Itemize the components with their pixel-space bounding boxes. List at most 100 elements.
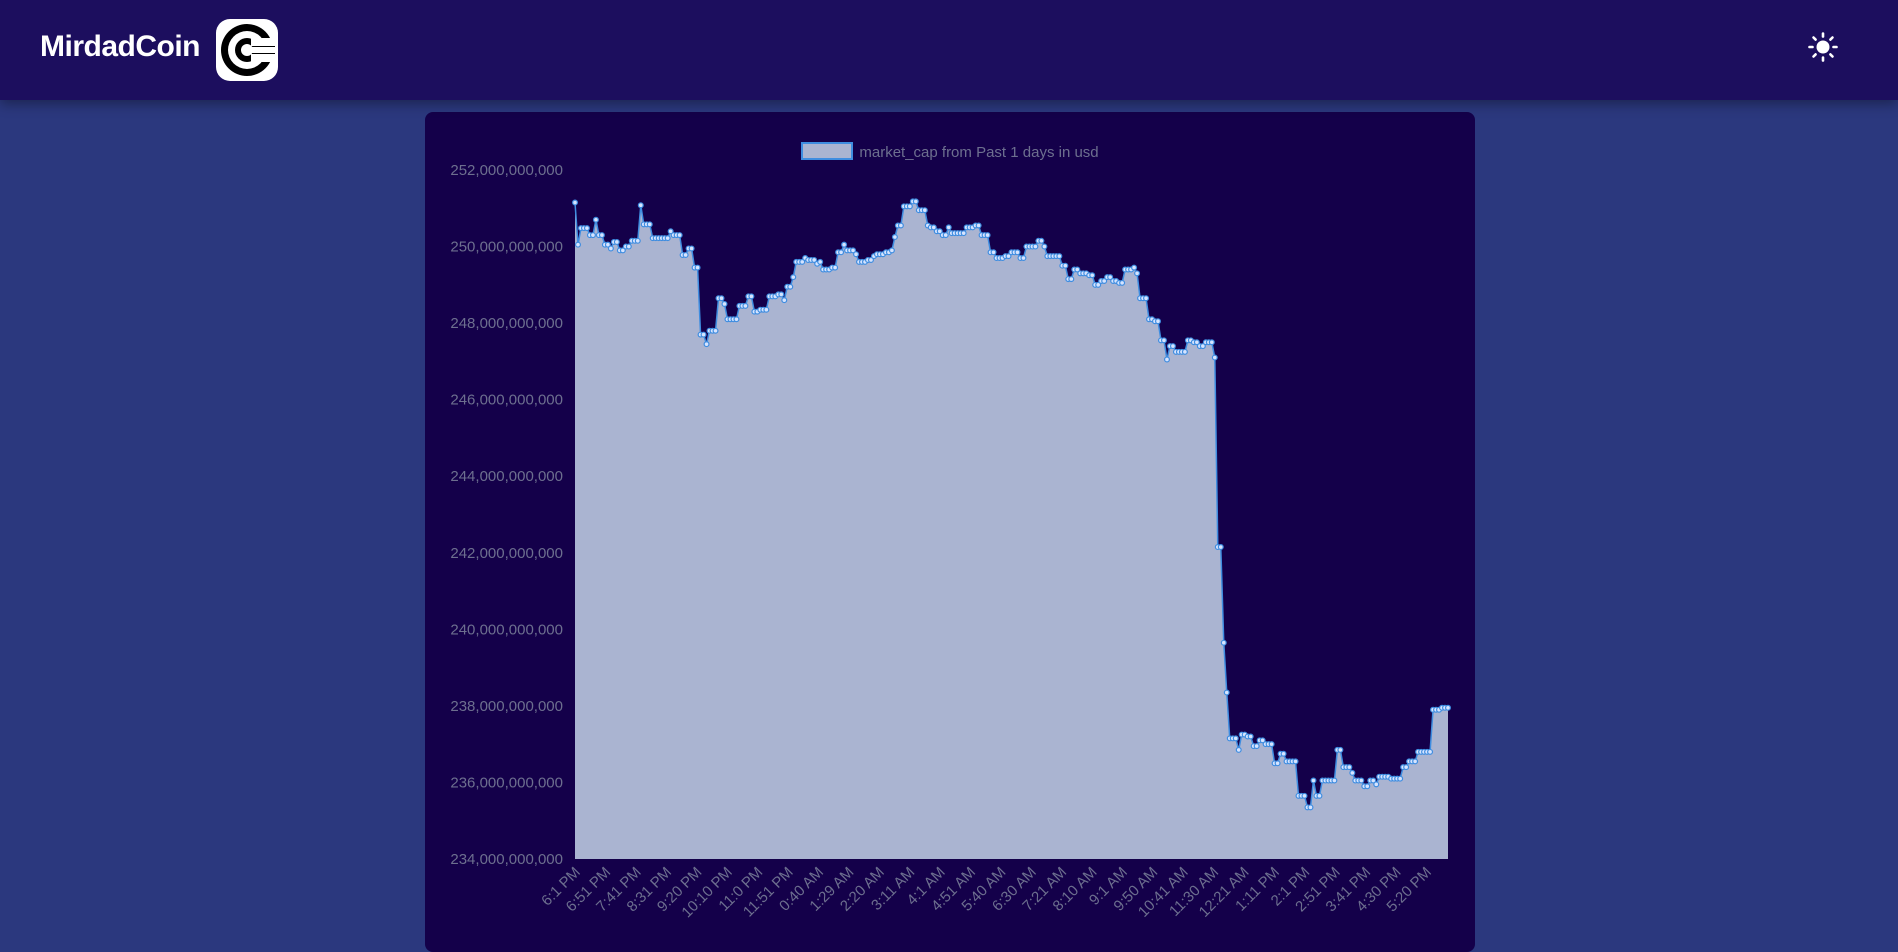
data-point <box>817 258 824 265</box>
data-point <box>1005 253 1012 260</box>
data-point <box>574 241 581 248</box>
data-point <box>1301 792 1308 799</box>
data-point <box>1403 764 1410 771</box>
market-cap-chart[interactable]: 252,000,000,000 250,000,000,000 248,000,00… <box>425 112 1475 942</box>
data-point <box>625 243 632 250</box>
data-point <box>1131 264 1138 271</box>
data-point <box>1181 348 1188 355</box>
data-point <box>841 241 848 248</box>
sun-icon[interactable] <box>1808 32 1838 62</box>
data-point <box>1349 769 1356 776</box>
data-point <box>984 232 991 239</box>
data-point <box>646 221 653 228</box>
data-point <box>1119 279 1126 286</box>
data-point <box>1307 804 1314 811</box>
data-point <box>1032 243 1039 250</box>
chart-legend[interactable]: market_cap from Past 1 days in usd <box>425 142 1475 161</box>
data-point <box>781 297 788 304</box>
data-point <box>1316 792 1323 799</box>
data-point <box>718 295 725 302</box>
data-point <box>1223 689 1230 696</box>
y-tick-label: 242,000,000,000 <box>450 545 563 562</box>
data-point <box>936 228 943 235</box>
data-point <box>867 256 874 263</box>
data-point <box>1062 262 1069 269</box>
data-point <box>1199 343 1206 350</box>
data-point <box>667 228 674 235</box>
data-point <box>799 258 806 265</box>
data-point <box>853 251 860 258</box>
data-point <box>942 232 949 239</box>
data-point <box>1346 764 1353 771</box>
data-point <box>688 245 695 252</box>
y-tick-label: 234,000,000,000 <box>450 851 563 868</box>
data-point <box>589 232 596 239</box>
data-point <box>1397 775 1404 782</box>
data-point <box>619 247 626 254</box>
data-point <box>572 199 579 206</box>
data-point <box>1370 777 1377 784</box>
data-point <box>888 247 895 254</box>
data-point <box>1292 758 1299 765</box>
data-point <box>790 274 797 281</box>
data-point <box>763 306 770 313</box>
data-point <box>1337 746 1344 753</box>
coin-c-logo-icon[interactable] <box>215 18 279 82</box>
data-point <box>1038 237 1045 244</box>
data-point <box>1160 337 1167 344</box>
data-point <box>1310 777 1317 784</box>
data-point <box>1268 741 1275 748</box>
data-point <box>832 264 839 271</box>
data-point <box>604 241 611 248</box>
data-point <box>1056 253 1063 260</box>
data-point <box>664 235 671 242</box>
data-point <box>676 232 683 239</box>
data-point <box>1232 735 1239 742</box>
data-point <box>1220 639 1227 646</box>
data-point <box>721 300 728 307</box>
data-point <box>811 256 818 263</box>
data-point <box>1280 750 1287 757</box>
brand-name[interactable]: MirdadCoin <box>40 30 201 63</box>
data-point <box>613 238 620 245</box>
y-tick-label: 250,000,000,000 <box>450 239 563 256</box>
y-tick-label: 236,000,000,000 <box>450 774 563 791</box>
data-point <box>1358 777 1365 784</box>
chart-card: market_cap from Past 1 days in usd 252,0… <box>425 112 1475 952</box>
data-point <box>1074 266 1081 273</box>
data-point <box>1154 318 1161 325</box>
data-point <box>598 232 605 239</box>
data-point <box>1089 272 1096 279</box>
data-point <box>838 249 845 256</box>
legend-swatch <box>801 142 854 160</box>
data-point <box>1169 343 1176 350</box>
data-point <box>1444 704 1451 711</box>
data-point <box>1134 270 1141 277</box>
data-point <box>694 264 701 271</box>
data-point <box>1211 354 1218 361</box>
data-point <box>700 331 707 338</box>
data-point <box>703 341 710 348</box>
data-point <box>592 216 599 223</box>
data-point <box>1095 281 1102 288</box>
data-point <box>1274 760 1281 767</box>
data-point <box>1412 758 1419 765</box>
data-point <box>778 291 785 298</box>
y-tick-label: 238,000,000,000 <box>450 698 563 715</box>
data-point <box>1014 249 1021 256</box>
data-point <box>975 222 982 229</box>
data-point <box>1068 276 1075 283</box>
data-point <box>1235 746 1242 753</box>
data-point <box>1208 339 1215 346</box>
top-bar: MirdadCoin <box>0 0 1898 100</box>
data-point <box>1217 544 1224 551</box>
data-point <box>748 293 755 300</box>
data-point <box>1259 737 1266 744</box>
data-point <box>1373 781 1380 788</box>
data-point <box>945 224 952 231</box>
data-point <box>1331 777 1338 784</box>
data-point <box>1020 255 1027 262</box>
legend-label: market_cap from Past 1 days in usd <box>859 144 1099 161</box>
data-point <box>1427 748 1434 755</box>
area-fill <box>575 201 1448 859</box>
